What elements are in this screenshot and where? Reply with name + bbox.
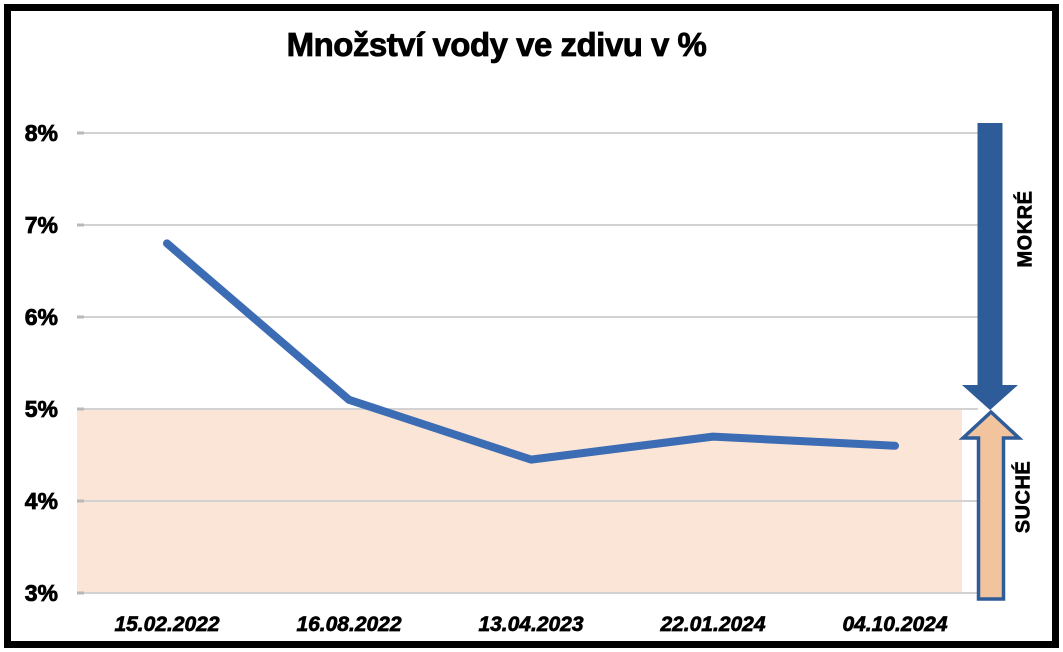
y-tick-label: 4% — [24, 488, 58, 515]
gridlines — [77, 131, 978, 595]
dry-arrow-up-icon — [958, 409, 1024, 601]
x-axis-label: 04.10.2024 — [842, 613, 948, 637]
y-tick-label: 3% — [24, 580, 58, 607]
chart-title: Množství vody ve zdivu v % — [286, 26, 707, 64]
y-tick-label: 5% — [24, 396, 58, 423]
x-axis-label: 13.04.2023 — [478, 613, 584, 637]
y-tick-label: 6% — [24, 304, 58, 331]
wet-label: MOKRÉ — [1014, 190, 1037, 268]
water-content-line — [163, 239, 899, 464]
x-axis-label: 16.08.2022 — [296, 613, 402, 637]
wet-arrow-down-icon — [962, 123, 1018, 410]
y-tick-label: 7% — [24, 212, 58, 239]
x-axis-label: 15.02.2022 — [114, 613, 220, 637]
y-tick-label: 8% — [24, 120, 58, 147]
x-axis-label: 22.01.2024 — [660, 613, 766, 637]
dry-label: SUCHÉ — [1012, 460, 1035, 534]
